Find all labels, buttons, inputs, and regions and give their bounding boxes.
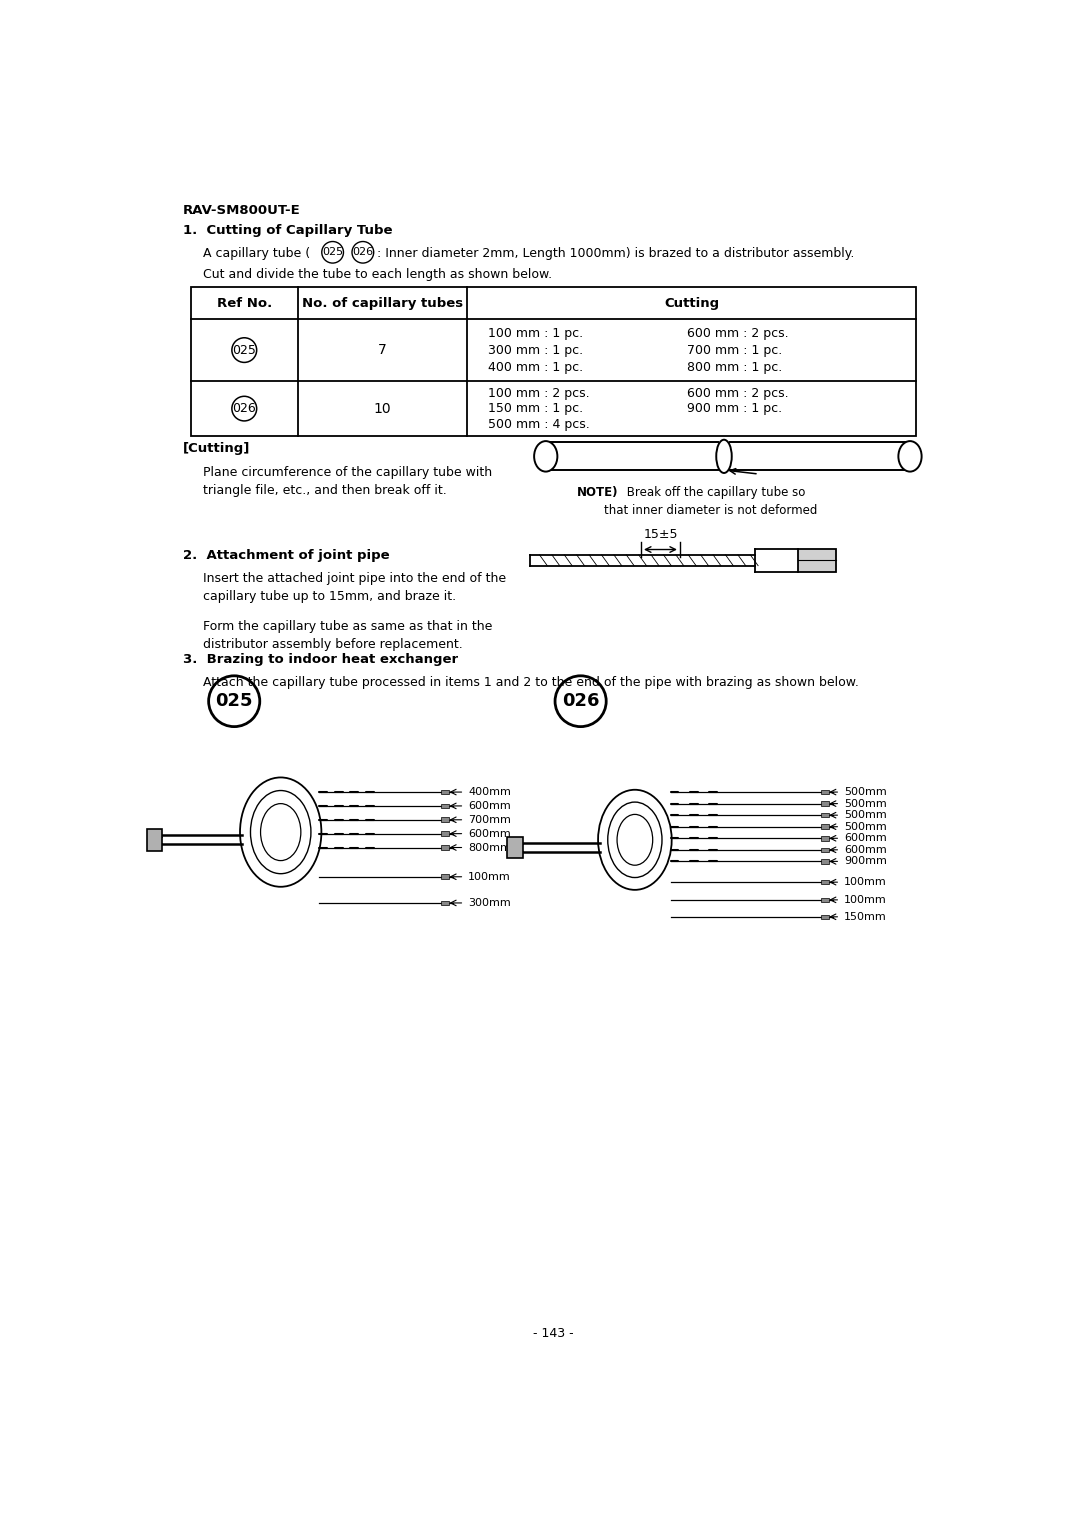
Text: Form the capillary tube as same as that in the: Form the capillary tube as same as that … bbox=[203, 619, 492, 633]
Bar bbox=[441, 874, 449, 878]
Text: 1.  Cutting of Capillary Tube: 1. Cutting of Capillary Tube bbox=[183, 224, 392, 236]
Text: 026: 026 bbox=[352, 247, 374, 258]
Text: 100mm: 100mm bbox=[845, 877, 887, 888]
Text: 700mm: 700mm bbox=[469, 814, 511, 825]
Ellipse shape bbox=[598, 790, 672, 891]
Bar bbox=[821, 825, 828, 830]
Text: 025: 025 bbox=[322, 247, 343, 258]
Text: Cut and divide the tube to each length as shown below.: Cut and divide the tube to each length a… bbox=[203, 268, 552, 282]
Text: NOTE): NOTE) bbox=[577, 485, 618, 499]
Ellipse shape bbox=[535, 441, 557, 471]
Text: 2.  Attachment of joint pipe: 2. Attachment of joint pipe bbox=[183, 549, 390, 561]
Text: Plane circumference of the capillary tube with: Plane circumference of the capillary tub… bbox=[203, 465, 492, 479]
Bar bbox=[821, 880, 828, 884]
Bar bbox=[441, 804, 449, 808]
Text: 900mm: 900mm bbox=[845, 857, 887, 866]
Bar bbox=[821, 836, 828, 840]
Text: 600mm: 600mm bbox=[845, 845, 887, 856]
Text: 500mm: 500mm bbox=[845, 787, 887, 798]
Text: A capillary tube (: A capillary tube ( bbox=[203, 247, 310, 259]
Text: 10: 10 bbox=[374, 401, 391, 416]
Bar bbox=[441, 817, 449, 822]
Bar bbox=[441, 831, 449, 836]
Text: Cutting: Cutting bbox=[664, 297, 719, 310]
Ellipse shape bbox=[251, 790, 311, 874]
Text: 100mm: 100mm bbox=[469, 872, 511, 881]
Text: 800mm: 800mm bbox=[469, 842, 511, 852]
Bar bbox=[821, 915, 828, 920]
Text: 100mm: 100mm bbox=[845, 895, 887, 904]
Text: 3.  Brazing to indoor heat exchanger: 3. Brazing to indoor heat exchanger bbox=[183, 653, 458, 666]
Text: 600mm: 600mm bbox=[469, 801, 511, 811]
Text: Insert the attached joint pipe into the end of the: Insert the attached joint pipe into the … bbox=[203, 572, 507, 586]
Ellipse shape bbox=[617, 814, 652, 865]
Bar bbox=[821, 790, 828, 795]
Text: - 143 -: - 143 - bbox=[534, 1327, 573, 1340]
Text: : Inner diameter 2mm, Length 1000mm) is brazed to a distributor assembly.: : Inner diameter 2mm, Length 1000mm) is … bbox=[377, 247, 854, 259]
Text: 600mm: 600mm bbox=[845, 833, 887, 843]
Text: 300 mm : 1 pc.: 300 mm : 1 pc. bbox=[488, 345, 583, 357]
Text: 600 mm : 2 pcs.: 600 mm : 2 pcs. bbox=[687, 326, 788, 340]
Text: 026: 026 bbox=[232, 403, 256, 415]
Bar bbox=[191, 287, 916, 436]
Text: 500 mm : 4 pcs.: 500 mm : 4 pcs. bbox=[488, 418, 590, 432]
Bar bbox=[441, 901, 449, 906]
Text: 700 mm : 1 pc.: 700 mm : 1 pc. bbox=[687, 345, 782, 357]
Bar bbox=[441, 790, 449, 795]
Text: 500mm: 500mm bbox=[845, 799, 887, 808]
Text: Attach the capillary tube processed in items 1 and 2 to the end of the pipe with: Attach the capillary tube processed in i… bbox=[203, 676, 859, 689]
Text: 500mm: 500mm bbox=[845, 822, 887, 831]
Text: 600mm: 600mm bbox=[469, 828, 511, 839]
Bar bbox=[147, 830, 162, 851]
Text: 100 mm : 2 pcs.: 100 mm : 2 pcs. bbox=[488, 387, 590, 400]
Bar bbox=[821, 898, 828, 903]
Text: 300mm: 300mm bbox=[469, 898, 511, 907]
Text: 100 mm : 1 pc.: 100 mm : 1 pc. bbox=[488, 326, 583, 340]
Text: Ref No.: Ref No. bbox=[217, 297, 272, 310]
Ellipse shape bbox=[608, 802, 662, 877]
Text: 400mm: 400mm bbox=[469, 787, 511, 798]
Ellipse shape bbox=[240, 778, 322, 886]
Text: 025: 025 bbox=[215, 692, 253, 711]
Ellipse shape bbox=[716, 439, 732, 473]
Text: 025: 025 bbox=[232, 343, 256, 357]
Text: [Cutting]: [Cutting] bbox=[183, 442, 251, 456]
Text: 600 mm : 2 pcs.: 600 mm : 2 pcs. bbox=[687, 387, 788, 400]
Text: capillary tube up to 15mm, and braze it.: capillary tube up to 15mm, and braze it. bbox=[203, 590, 457, 604]
Text: 800 mm : 1 pc.: 800 mm : 1 pc. bbox=[687, 361, 782, 374]
Bar bbox=[821, 801, 828, 805]
Text: RAV-SM800UT-E: RAV-SM800UT-E bbox=[183, 204, 301, 217]
Text: distributor assembly before replacement.: distributor assembly before replacement. bbox=[203, 637, 463, 651]
Bar bbox=[821, 859, 828, 863]
Text: 7: 7 bbox=[378, 343, 387, 357]
Bar bbox=[821, 848, 828, 852]
Bar bbox=[821, 813, 828, 817]
Text: 026: 026 bbox=[562, 692, 599, 711]
Text: 900 mm : 1 pc.: 900 mm : 1 pc. bbox=[687, 403, 782, 415]
Ellipse shape bbox=[260, 804, 301, 860]
Text: 400 mm : 1 pc.: 400 mm : 1 pc. bbox=[488, 361, 583, 374]
Ellipse shape bbox=[899, 441, 921, 471]
Text: Break off the capillary tube so: Break off the capillary tube so bbox=[623, 485, 806, 499]
Text: 15±5: 15±5 bbox=[644, 528, 678, 541]
Text: triangle file, etc., and then break off it.: triangle file, etc., and then break off … bbox=[203, 483, 447, 497]
Text: 150mm: 150mm bbox=[845, 912, 887, 921]
Bar bbox=[798, 549, 836, 572]
Text: that inner diameter is not deformed: that inner diameter is not deformed bbox=[604, 505, 818, 517]
Bar bbox=[441, 845, 449, 849]
Text: No. of capillary tubes: No. of capillary tubes bbox=[301, 297, 463, 310]
Text: 500mm: 500mm bbox=[845, 810, 887, 820]
Text: 150 mm : 1 pc.: 150 mm : 1 pc. bbox=[488, 403, 583, 415]
Bar bbox=[507, 837, 523, 859]
